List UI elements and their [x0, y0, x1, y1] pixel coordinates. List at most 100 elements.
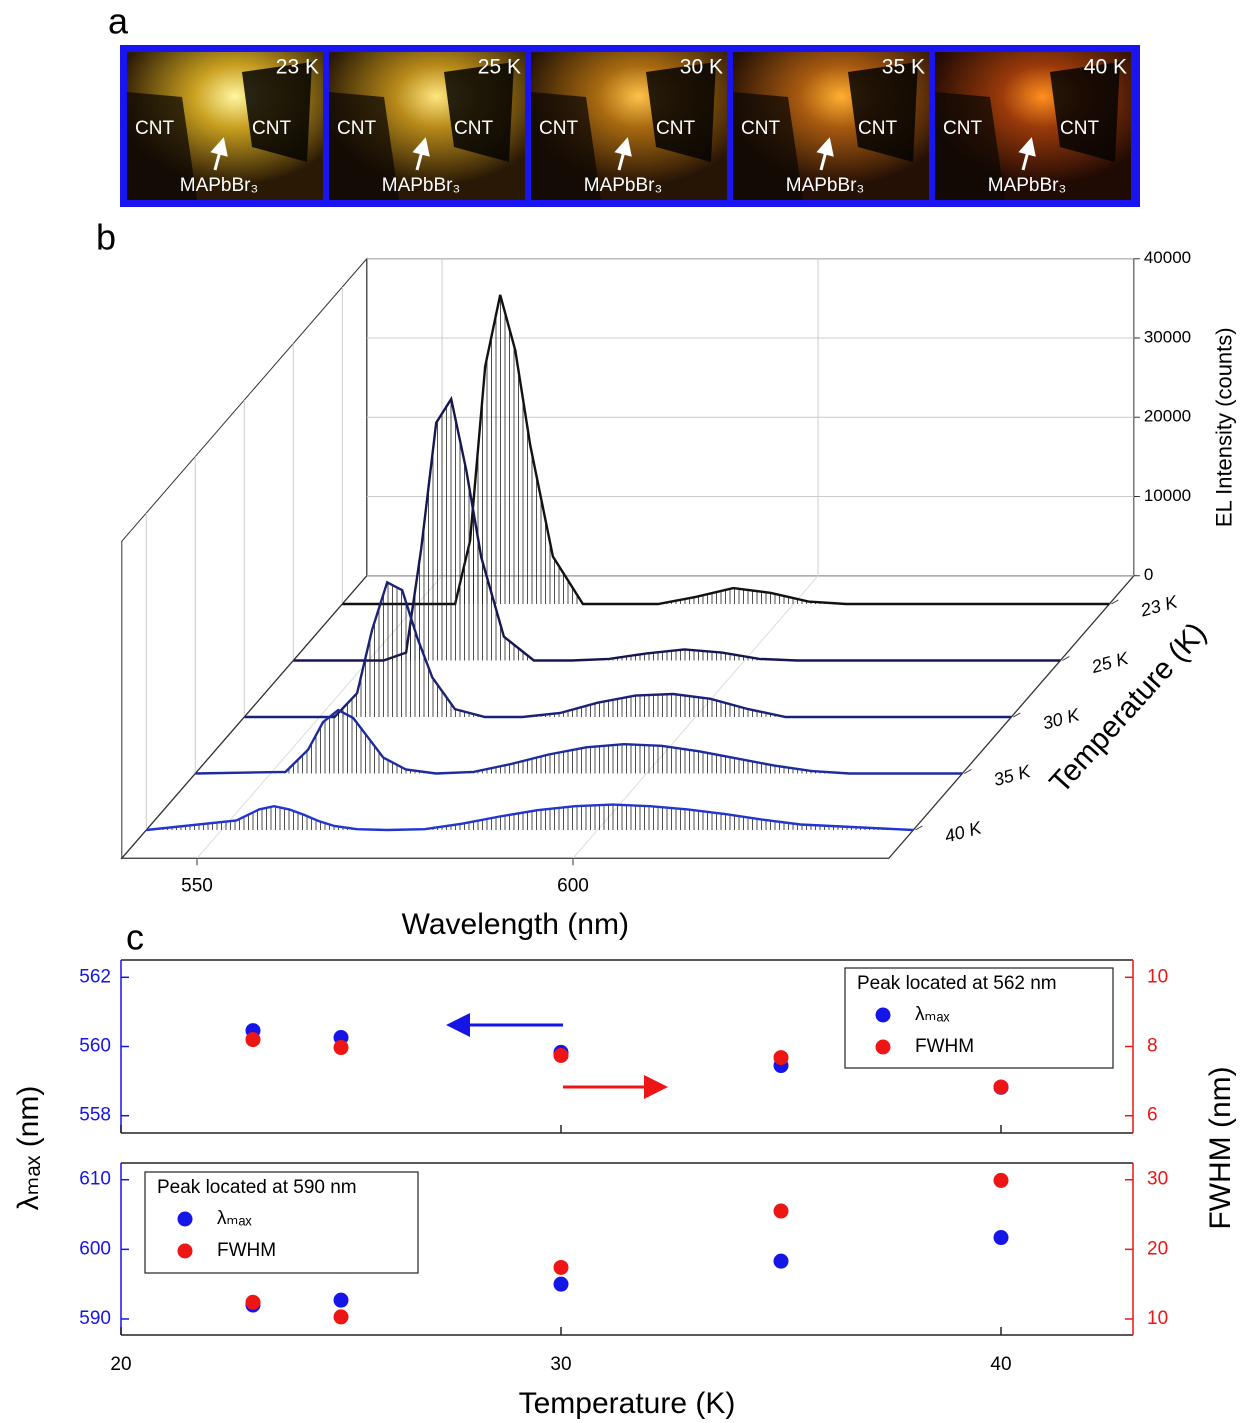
- x-tick-label: 600: [557, 875, 589, 896]
- y-axis-title: λₘₐₓ (nm): [12, 1086, 45, 1211]
- tick-mark: [1062, 656, 1070, 661]
- x-axis-title: Wavelength (nm): [402, 908, 629, 941]
- x-axis-title: Temperature (K): [519, 1387, 736, 1420]
- y-tick-label: 560: [79, 1036, 111, 1057]
- arrow: [1018, 137, 1036, 171]
- point: [553, 1276, 569, 1292]
- point: [245, 1032, 261, 1048]
- electrode: [531, 92, 601, 200]
- sample-label: MAPbBr₃: [382, 175, 460, 196]
- point: [333, 1292, 349, 1308]
- temperature-label: 30 K: [680, 56, 723, 79]
- x-tick-label: 20: [110, 1354, 131, 1375]
- micrograph: 35 K CNT CNT MAPbBr₃: [733, 52, 929, 200]
- tick-mark: [1111, 599, 1119, 605]
- micrograph: 40 K CNT CNT MAPbBr₃: [935, 52, 1131, 200]
- spectrum-line: [146, 803, 914, 832]
- y-tick-label: 600: [79, 1238, 111, 1259]
- electrode: [329, 92, 399, 200]
- y2-tick-label: 20: [1147, 1238, 1168, 1259]
- sample-label: MAPbBr₃: [988, 175, 1066, 196]
- spectrum-line: [244, 580, 1012, 719]
- temperature-label: 35 K: [882, 56, 925, 79]
- depth-tick-label: 25 K: [1088, 648, 1131, 677]
- y2-tick-label: 8: [1147, 1036, 1158, 1057]
- electrode: [848, 62, 918, 162]
- y2-axis-title: FWHM (nm): [1204, 1066, 1237, 1229]
- point: [993, 1230, 1009, 1246]
- sample-label: MAPbBr₃: [180, 175, 258, 196]
- legend-label: λₘₐₓ: [915, 1004, 950, 1025]
- point: [245, 1294, 261, 1310]
- y2-tick-label: 10: [1147, 966, 1168, 987]
- y-tick-label: 562: [79, 966, 111, 987]
- electrode-label: CNT: [1060, 118, 1099, 139]
- electrode: [444, 62, 514, 162]
- legend-title: Peak located at 562 nm: [857, 973, 1057, 994]
- point: [773, 1050, 789, 1066]
- electrode-label: CNT: [454, 118, 493, 139]
- arrow: [614, 137, 632, 171]
- electrode-label: CNT: [858, 118, 897, 139]
- stem-fill: [195, 710, 963, 774]
- legend-label: λₘₐₓ: [217, 1208, 252, 1229]
- panel-label: b: [96, 217, 116, 258]
- electrode: [935, 92, 1005, 200]
- electrode: [646, 62, 716, 162]
- point: [333, 1309, 349, 1325]
- legend-label: FWHM: [217, 1240, 276, 1261]
- legend-marker: [875, 1039, 891, 1055]
- x-tick-label: 40: [990, 1354, 1011, 1375]
- sample-label: MAPbBr₃: [786, 175, 864, 196]
- spectrum-line: [195, 708, 963, 775]
- depth-tick-label: 23 K: [1137, 591, 1180, 620]
- stem-fill: [293, 399, 1061, 661]
- y2-tick-label: 30: [1147, 1169, 1168, 1190]
- depth-tick-label: 40 K: [942, 817, 984, 846]
- electrode-label: CNT: [656, 118, 695, 139]
- y-tick-label: 610: [79, 1169, 111, 1190]
- point: [553, 1047, 569, 1063]
- x-tick-label: 30: [550, 1354, 571, 1375]
- electrode-label: CNT: [741, 118, 780, 139]
- panel-label: a: [108, 1, 129, 42]
- spectrum-line: [342, 294, 1110, 606]
- arrow: [816, 137, 834, 171]
- point: [993, 1079, 1009, 1095]
- stem-fill: [342, 294, 1110, 604]
- point: [333, 1040, 349, 1056]
- point: [773, 1203, 789, 1219]
- electrode: [127, 92, 197, 200]
- arrow: [412, 137, 430, 171]
- y-tick-label: 558: [79, 1105, 111, 1126]
- y-axis-title: EL Intensity (counts): [1212, 327, 1237, 527]
- legend-marker: [875, 1007, 891, 1023]
- z-tick-label: 10000: [1144, 486, 1191, 505]
- point: [553, 1259, 569, 1275]
- depth-tick-label: 30 K: [1040, 704, 1082, 733]
- point: [993, 1172, 1009, 1188]
- depth-tick-label: 35 K: [991, 761, 1033, 790]
- z-tick-label: 20000: [1144, 407, 1191, 426]
- electrode: [242, 62, 312, 162]
- temperature-label: 25 K: [478, 56, 521, 79]
- legend-label: FWHM: [915, 1036, 974, 1057]
- sample-label: MAPbBr₃: [584, 175, 662, 196]
- legend-title: Peak located at 590 nm: [157, 1177, 357, 1198]
- spectrum-line: [293, 395, 1061, 662]
- temperature-label: 23 K: [276, 56, 319, 79]
- y2-tick-label: 6: [1147, 1105, 1158, 1126]
- electrode-label: CNT: [943, 118, 982, 139]
- electrode-label: CNT: [539, 118, 578, 139]
- x-tick-label: 550: [181, 875, 213, 896]
- micrograph: 30 K CNT CNT MAPbBr₃: [531, 52, 727, 200]
- legend-marker: [177, 1211, 193, 1227]
- y2-tick-label: 10: [1147, 1308, 1168, 1329]
- z-tick-label: 0: [1144, 565, 1153, 584]
- y-tick-label: 590: [79, 1308, 111, 1329]
- tick-mark: [915, 825, 923, 831]
- z-tick-label: 30000: [1144, 327, 1191, 346]
- arrow: [210, 137, 228, 171]
- panel-label: c: [126, 917, 144, 958]
- electrode-label: CNT: [135, 118, 174, 139]
